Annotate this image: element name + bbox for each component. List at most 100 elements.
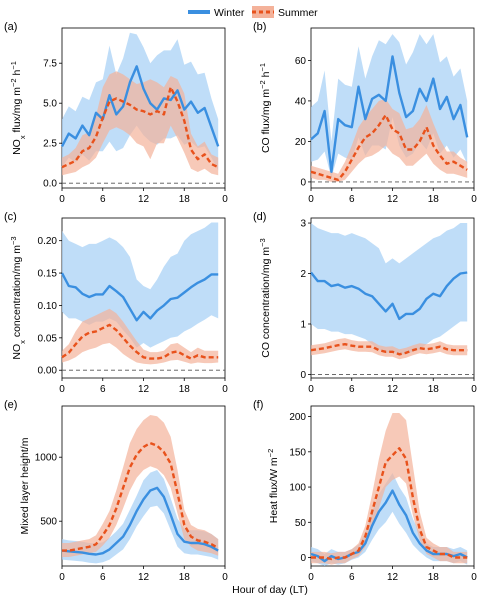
y-axis-title-part: Mixed layer height/m: [19, 437, 31, 534]
x-tick-label: 12: [387, 384, 399, 395]
y-tick-label: 7.5: [43, 59, 57, 70]
panel-label: (e): [4, 399, 17, 411]
y-axis-title-part: NO: [11, 344, 23, 360]
x-tick-label: 0: [471, 384, 477, 395]
panel-label: (c): [4, 211, 17, 223]
x-tick-label: 0: [471, 194, 477, 205]
series-line-summer: [311, 447, 468, 561]
x-tick-label: 0: [222, 194, 228, 205]
y-tick-label: 20: [295, 137, 307, 148]
y-axis-title: CO concentration/mg m−3: [258, 238, 273, 357]
y-tick-label: 0.10: [38, 301, 58, 312]
y-tick-label: 0.15: [38, 269, 58, 280]
legend: Winter Summer: [188, 6, 318, 19]
band-winter: [62, 470, 219, 564]
x-tick-label: 6: [100, 384, 106, 395]
x-tick-label: 18: [428, 194, 440, 205]
y-axis-title-part: Heat flux/W m: [268, 457, 280, 523]
y-axis-title-part: concentration/mg m: [11, 245, 23, 340]
y-axis-title: NOx concentration/mg m−3: [9, 236, 27, 359]
y-tick-label: 5.0: [43, 99, 57, 110]
y-tick-label: 0: [300, 177, 306, 188]
y-axis-title-part: h: [260, 71, 272, 80]
y-axis-title-part: −3: [258, 238, 267, 247]
x-tick-label: 18: [179, 194, 191, 205]
panel-c: 0.00 0.05 0.10 0.15 0.20 0 6 12 18 0 (c) NOx concen…: [4, 211, 228, 395]
x-tick-label: 0: [59, 384, 65, 395]
y-axis-title-part: −1: [9, 61, 18, 70]
y-tick-label: 0.20: [38, 236, 58, 247]
x-tick-label: 0: [222, 572, 228, 583]
y-tick-label: 1000: [35, 453, 58, 464]
y-axis-title-part: −2: [266, 449, 275, 458]
y-axis-title: Mixed layer height/m: [19, 437, 31, 534]
band-summer: [311, 413, 468, 565]
x-tick-label: 0: [222, 384, 228, 395]
y-tick-label: 2: [300, 269, 306, 280]
band-summer: [62, 308, 219, 365]
panel-a: 0.0 2.5 5.0 7.5 0 6 12 18 0 (a) NOx flux/mg m−2 h−…: [4, 21, 228, 205]
x-tick-label: 0: [308, 384, 314, 395]
panel-e: 500 1000 0 6 12 18 0 (e) Mixed layer height/m: [4, 399, 228, 583]
y-axis-title-part: −2: [9, 78, 18, 87]
panel-label: (d): [253, 211, 266, 223]
x-tick-label: 0: [59, 194, 65, 205]
y-axis-title-part: −3: [9, 236, 18, 245]
y-tick-label: 3: [300, 219, 306, 230]
y-tick-label: 0.05: [38, 333, 58, 344]
x-tick-label: 6: [100, 572, 106, 583]
y-tick-label: 0: [300, 370, 306, 381]
y-tick-label: 200: [289, 412, 306, 423]
series-line-winter: [60, 65, 220, 147]
panel-label: (f): [253, 399, 263, 411]
x-tick-label: 18: [428, 384, 440, 395]
series-line-winter: [310, 55, 469, 174]
y-axis-title-part: NO: [11, 139, 23, 155]
x-axis-title: Hour of day (LT): [232, 584, 308, 596]
y-tick-label: 0: [300, 553, 306, 564]
panels: 0.02.55.07.50 6 12 18 0(a)NOx flux/mg m−2 h−…: [4, 21, 477, 583]
series-line-summer: [310, 343, 468, 356]
panel-f: 0 50 100 150 200 0 6 12 18 0 (f) Heat flux/W m−2: [253, 399, 477, 583]
x-tick-label: 0: [308, 194, 314, 205]
y-tick-label: 40: [295, 96, 307, 107]
y-tick-label: 0.0: [43, 179, 57, 190]
x-tick-label: 6: [349, 572, 355, 583]
y-tick-label: 100: [289, 483, 306, 494]
series-line-winter: [60, 272, 219, 322]
x-tick-label: 12: [138, 572, 150, 583]
panel-label: (b): [253, 21, 266, 33]
y-axis-title-part: CO flux/mg m: [260, 89, 272, 153]
y-axis-title-part: x: [18, 135, 27, 139]
series-line-summer: [62, 441, 219, 552]
series-line-summer: [310, 113, 468, 182]
x-tick-label: 0: [471, 572, 477, 583]
band-summer: [311, 338, 468, 360]
x-tick-label: 18: [428, 572, 440, 583]
x-tick-label: 0: [59, 572, 65, 583]
y-axis-title: CO flux/mg m−2 h−1: [258, 63, 273, 153]
y-axis-title-part: CO concentration/mg m: [260, 247, 272, 358]
y-tick-label: 500: [40, 517, 57, 528]
y-axis-title: NOx flux/mg m−2 h−1: [9, 61, 27, 155]
y-tick-label: 60: [295, 56, 307, 67]
series-line-winter: [310, 271, 468, 321]
y-axis-title-part: flux/mg m: [11, 87, 23, 136]
y-tick-label: 1: [300, 319, 306, 330]
panel-b: 0 20 40 60 0 6 12 18 0 (b) CO flux/mg m−2 h−1: [253, 21, 477, 205]
x-tick-label: 6: [349, 194, 355, 205]
x-tick-label: 0: [308, 572, 314, 583]
y-tick-label: 2.5: [43, 139, 57, 150]
y-axis-title-part: x: [18, 340, 27, 344]
y-axis-title-part: −2: [258, 80, 267, 89]
y-tick-label: 150: [289, 447, 306, 458]
x-tick-label: 18: [179, 572, 191, 583]
x-tick-label: 12: [387, 572, 399, 583]
series-line-winter: [61, 486, 219, 556]
legend-winter-label: Winter: [214, 7, 245, 19]
legend-summer-label: Summer: [278, 7, 318, 19]
y-tick-label: 0.00: [38, 366, 58, 377]
series-line-summer: [61, 85, 219, 169]
